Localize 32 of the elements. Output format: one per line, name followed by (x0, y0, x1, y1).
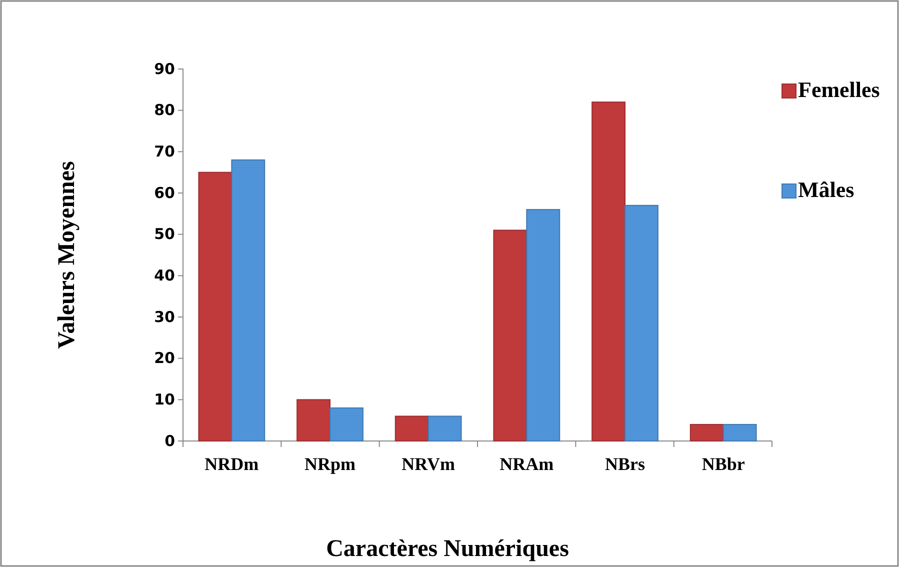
y-axis-title: Valeurs Moyennes (54, 161, 80, 349)
y-tick-label: 30 (154, 308, 175, 326)
legend-label: Mâles (798, 177, 855, 202)
bar (198, 172, 232, 442)
bar (394, 416, 429, 442)
bar (296, 399, 331, 442)
y-tick-label: 90 (154, 60, 175, 78)
bar (231, 159, 266, 442)
bar (428, 416, 462, 442)
y-tick-label: 80 (154, 101, 175, 120)
bar (722, 424, 757, 442)
x-tick-label: NBrs (604, 454, 645, 474)
bar (592, 102, 626, 442)
x-tick-label: NRpm (304, 454, 356, 474)
y-tick-label: 60 (154, 184, 175, 202)
y-tick-label: 10 (154, 390, 175, 408)
y-tick-label: 0 (164, 432, 175, 450)
legend-label: Femelles (798, 77, 880, 102)
bar (330, 407, 364, 442)
x-axis-title: Caractères Numériques (326, 536, 569, 562)
y-tick-label: 70 (154, 142, 175, 160)
x-tick-label: NRAm (500, 454, 554, 474)
bar (690, 424, 724, 442)
y-tick-label: 20 (154, 349, 175, 368)
x-tick-label: NRDm (204, 454, 259, 474)
x-tick-label: NRVm (402, 454, 456, 474)
y-tick-label: 40 (154, 266, 175, 284)
y-tick-label: 50 (154, 225, 175, 244)
bar (526, 209, 560, 442)
bar (624, 204, 658, 442)
x-tick-label: NBbr (702, 454, 745, 474)
bar (493, 230, 528, 442)
